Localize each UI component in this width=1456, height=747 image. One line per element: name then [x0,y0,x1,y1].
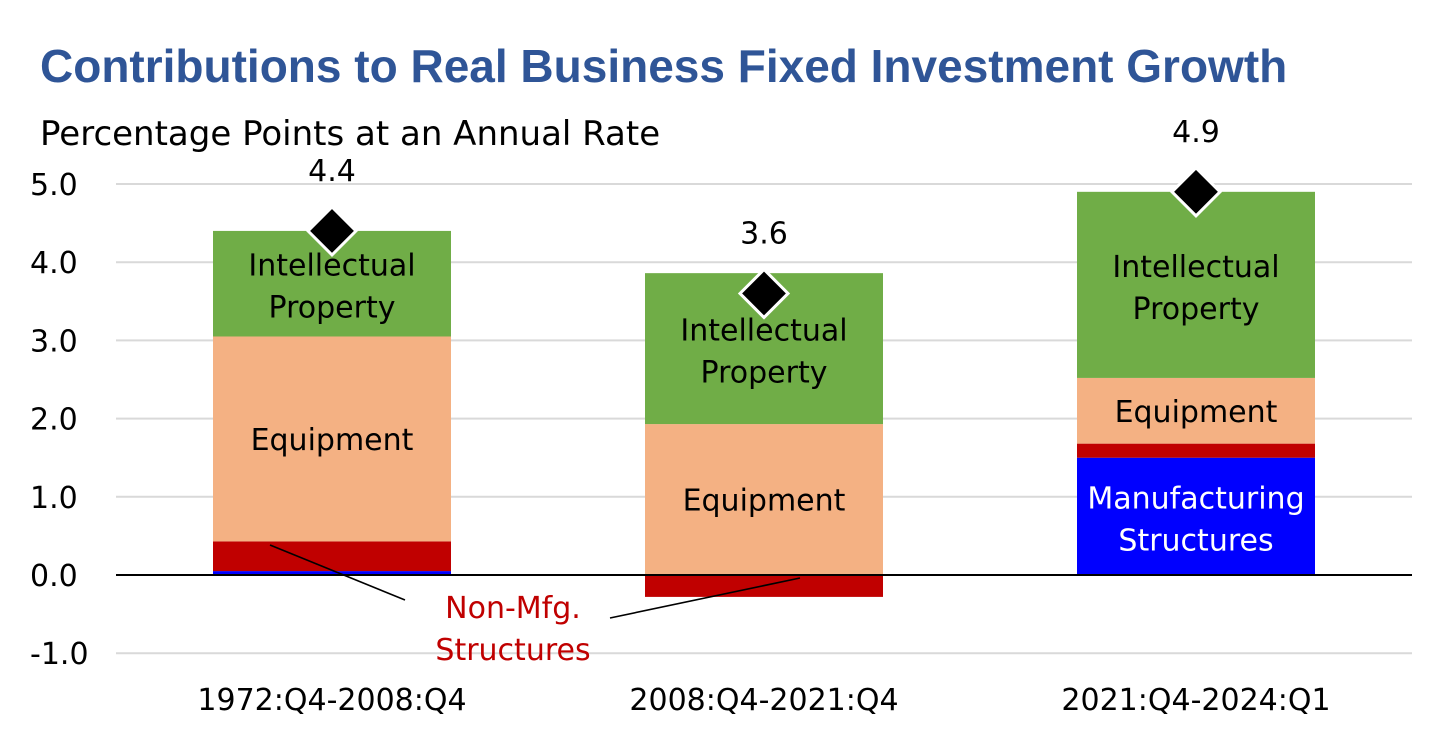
ip-label: Property [701,356,828,391]
mfg-structures-label: Manufacturing [1087,481,1304,516]
non-mfg-label: Non-Mfg. [445,591,581,626]
y-tick-label: 0.0 [30,559,78,594]
bar-segment-equip [645,424,883,575]
total-diamond [305,204,359,258]
total-value-label: 4.4 [308,154,356,189]
total-value-label: 4.9 [1172,115,1220,150]
equipment-label: Equipment [1115,395,1278,430]
ip-label: Property [269,291,396,326]
ip-label: Property [1133,292,1260,327]
equipment-label: Equipment [683,484,846,519]
total-diamond [1169,165,1223,218]
x-tick-label: 1972:Q4-2008:Q4 [197,683,466,718]
leader-line [269,544,406,601]
chart-title: Contributions to Real Business Fixed Inv… [40,40,1287,92]
y-tick-label: 4.0 [30,246,78,281]
chart-subtitle: Percentage Points at an Annual Rate [40,114,660,154]
bar-segment-nonmfg [213,541,451,572]
y-tick-label: 3.0 [30,324,78,359]
bar-segment-mfg [213,571,451,575]
leader-line [609,577,801,619]
bar-segment-nonmfg [1077,443,1315,458]
total-value-label: 3.6 [740,216,788,251]
y-tick-label: 1.0 [30,481,78,516]
total-markers: 4.4 3.6 4.9 [305,115,1223,320]
total-diamond [737,267,791,320]
ip-label: Intellectual [1112,250,1279,285]
y-tick-label: 5.0 [30,168,78,203]
bar-segment-equip [213,336,451,542]
bar-segment-mfg [1077,457,1315,575]
equipment-label: Equipment [251,423,414,458]
y-tick-label: -1.0 [30,637,89,672]
bar-segment-ip [1077,191,1315,378]
x-tick-label: 2021:Q4-2024:Q1 [1061,683,1330,718]
y-axis-tick-labels: 5.0 4.0 3.0 2.0 1.0 0.0 -1.0 [30,168,89,672]
x-axis-tick-labels: 1972:Q4-2008:Q4 2008:Q4-2021:Q4 2021:Q4-20… [197,683,1330,718]
x-tick-label: 2008:Q4-2021:Q4 [629,683,898,718]
bar-segment-equip [1077,377,1315,444]
mfg-structures-label: Structures [1118,523,1273,558]
non-mfg-callout [269,544,801,619]
non-mfg-label: Structures [435,633,590,668]
y-tick-label: 2.0 [30,403,78,438]
